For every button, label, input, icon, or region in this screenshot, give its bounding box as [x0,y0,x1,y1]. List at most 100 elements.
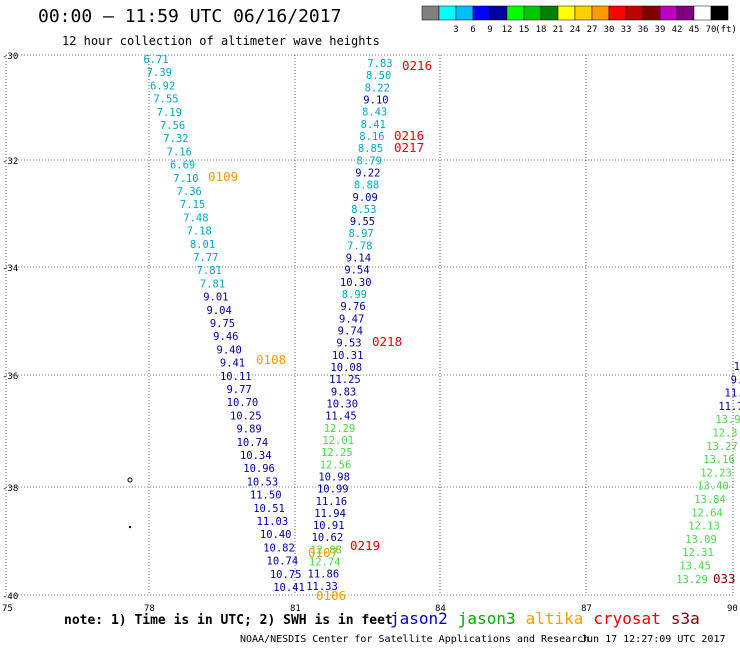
note-text: note: 1) Time is in UTC; 2) SWH is in fe… [64,613,393,628]
wave-height-value: 9.22 [355,167,380,179]
color-swatch [676,5,695,21]
wave-height-value: 7.81 [200,278,225,290]
wave-height-value: 8.99 [342,289,367,301]
wave-height-value: 6.69 [170,160,195,172]
wave-height-value: 11.7 [718,401,740,413]
color-scale-tick: 18 [536,25,547,35]
wave-height-value: 9.77 [226,384,251,396]
color-scale-tick: 9 [487,25,492,35]
wave-height-value: 8.01 [190,239,215,251]
axis-labels: -30 -32 -34 -36 -38 -40 75 78 81 84 87 90 [2,52,738,614]
color-scale-tick: 15 [519,25,530,35]
wave-height-value: 7.18 [187,226,212,238]
wave-height-value: 8.79 [357,155,382,167]
wave-height-value: 12.01 [322,435,354,447]
wave-height-value: 8.41 [361,119,386,131]
wave-height-value: 9.04 [207,305,232,317]
wave-height-value: 11.33 [306,581,338,593]
wave-height-value: 12.25 [321,447,353,459]
wave-height-value: 9.46 [213,331,238,343]
wave-height-value: 10.91 [313,520,345,532]
color-swatch [693,5,712,21]
wave-height-value: 11.86 [308,569,340,581]
longitude-label: 75 [2,604,13,614]
wave-height-value: 10.40 [260,529,292,541]
wave-height-value: 8.97 [348,228,373,240]
longitude-label: 81 [290,604,301,614]
color-scale-unit: (ft) [715,25,737,35]
wave-height-value: 11.94 [314,508,346,520]
wave-height-value: 7.83 [367,58,392,70]
wave-height-value: 9.10 [363,94,388,106]
wave-height-value: 11.45 [325,411,357,423]
latitude-label: -32 [2,157,18,167]
latitude-label: -38 [2,484,18,494]
wave-height-value: 10.41 [273,582,305,594]
pass-time-label: 0216 [394,128,424,143]
color-swatch [506,5,525,21]
wave-height-value: 13.9 [715,414,740,426]
wave-height-value: 7.16 [167,146,192,158]
wave-height-value: 11.16 [316,496,348,508]
longitude-label: 87 [581,604,592,614]
pass-time-label: 0219 [350,538,380,553]
wave-height-value: 10.62 [312,532,344,544]
pass-time-label: 0109 [208,169,238,184]
island-markers [127,477,133,529]
legend-altika: altika [525,609,584,628]
color-scale-tick: 27 [587,25,598,35]
color-scale-tick: 30 [604,25,615,35]
wave-height-value: 13.27 [706,441,738,453]
altimeter-tracks: 6.717.396.92 7.557.197.567.327.16 6.697.10… [143,54,740,594]
wave-height-value: 10.74 [267,556,299,568]
wave-height-value: 7.15 [180,199,205,211]
color-swatch [557,5,576,21]
wave-height-value: 11. [725,388,740,400]
longitude-label: 84 [435,604,446,614]
wave-height-value: 12.74 [309,557,341,569]
wave-height-value: 10.34 [240,450,272,462]
color-swatch [625,5,644,21]
wave-height-value: 9.89 [236,424,261,436]
legend-cryosat: cryosat [593,609,661,628]
wave-height-value: 9.54 [344,265,369,277]
wave-height-value: 11.50 [250,490,282,502]
color-scale-tick: 6 [470,25,475,35]
wave-height-value: 10.70 [227,397,259,409]
color-swatch [489,5,508,21]
color-swatch [642,5,661,21]
map-grid [5,54,734,596]
wave-height-value: 7.81 [197,265,222,277]
longitude-label: 90 [727,604,738,614]
wave-height-value: 12.88 [310,544,342,556]
wave-height-value: 7.32 [163,133,188,145]
wave-height-value: 13.45 [679,561,711,573]
color-scale-bar: 3 6 9 12 15 18 21 24 27 30 33 36 39 42 45 70(ft) [421,5,737,35]
wave-height-value: 10.74 [237,437,269,449]
pass-time-label: 0107 [308,545,338,560]
footer-timestamp: Jun 17 12:27:09 UTC 2017 [581,634,726,645]
wave-height-value: 8.88 [354,180,379,192]
wave-height-value: 10.30 [340,277,372,289]
wave-height-value: 12.31 [682,547,714,559]
wave-height-value: 9.40 [217,344,242,356]
color-swatch [659,5,678,21]
wave-height-value: 9.76 [340,301,365,313]
wave-height-value: 10.08 [330,362,362,374]
wave-height-value: 9.41 [220,358,245,370]
wave-height-value: 10.11 [220,371,252,383]
latitude-label: -34 [2,264,18,274]
wave-height-value: 9.75 [210,318,235,330]
pass-time-label: 0217 [394,140,424,155]
wave-height-value: 6.92 [150,80,175,92]
wave-height-value: 10.98 [318,471,350,483]
color-scale-tick: 12 [502,25,513,35]
footer-credit: NOAA/NESDIS Center for Satellite Applica… [240,634,590,645]
wave-height-value: 13.29 [676,574,708,586]
wave-height-value: 7.55 [153,94,178,106]
wave-height-value: 12.3 [712,428,737,440]
wave-height-value: 9.55 [350,216,375,228]
wave-height-value: 11.03 [257,516,289,528]
legend-jason2: jason2 [390,609,448,628]
